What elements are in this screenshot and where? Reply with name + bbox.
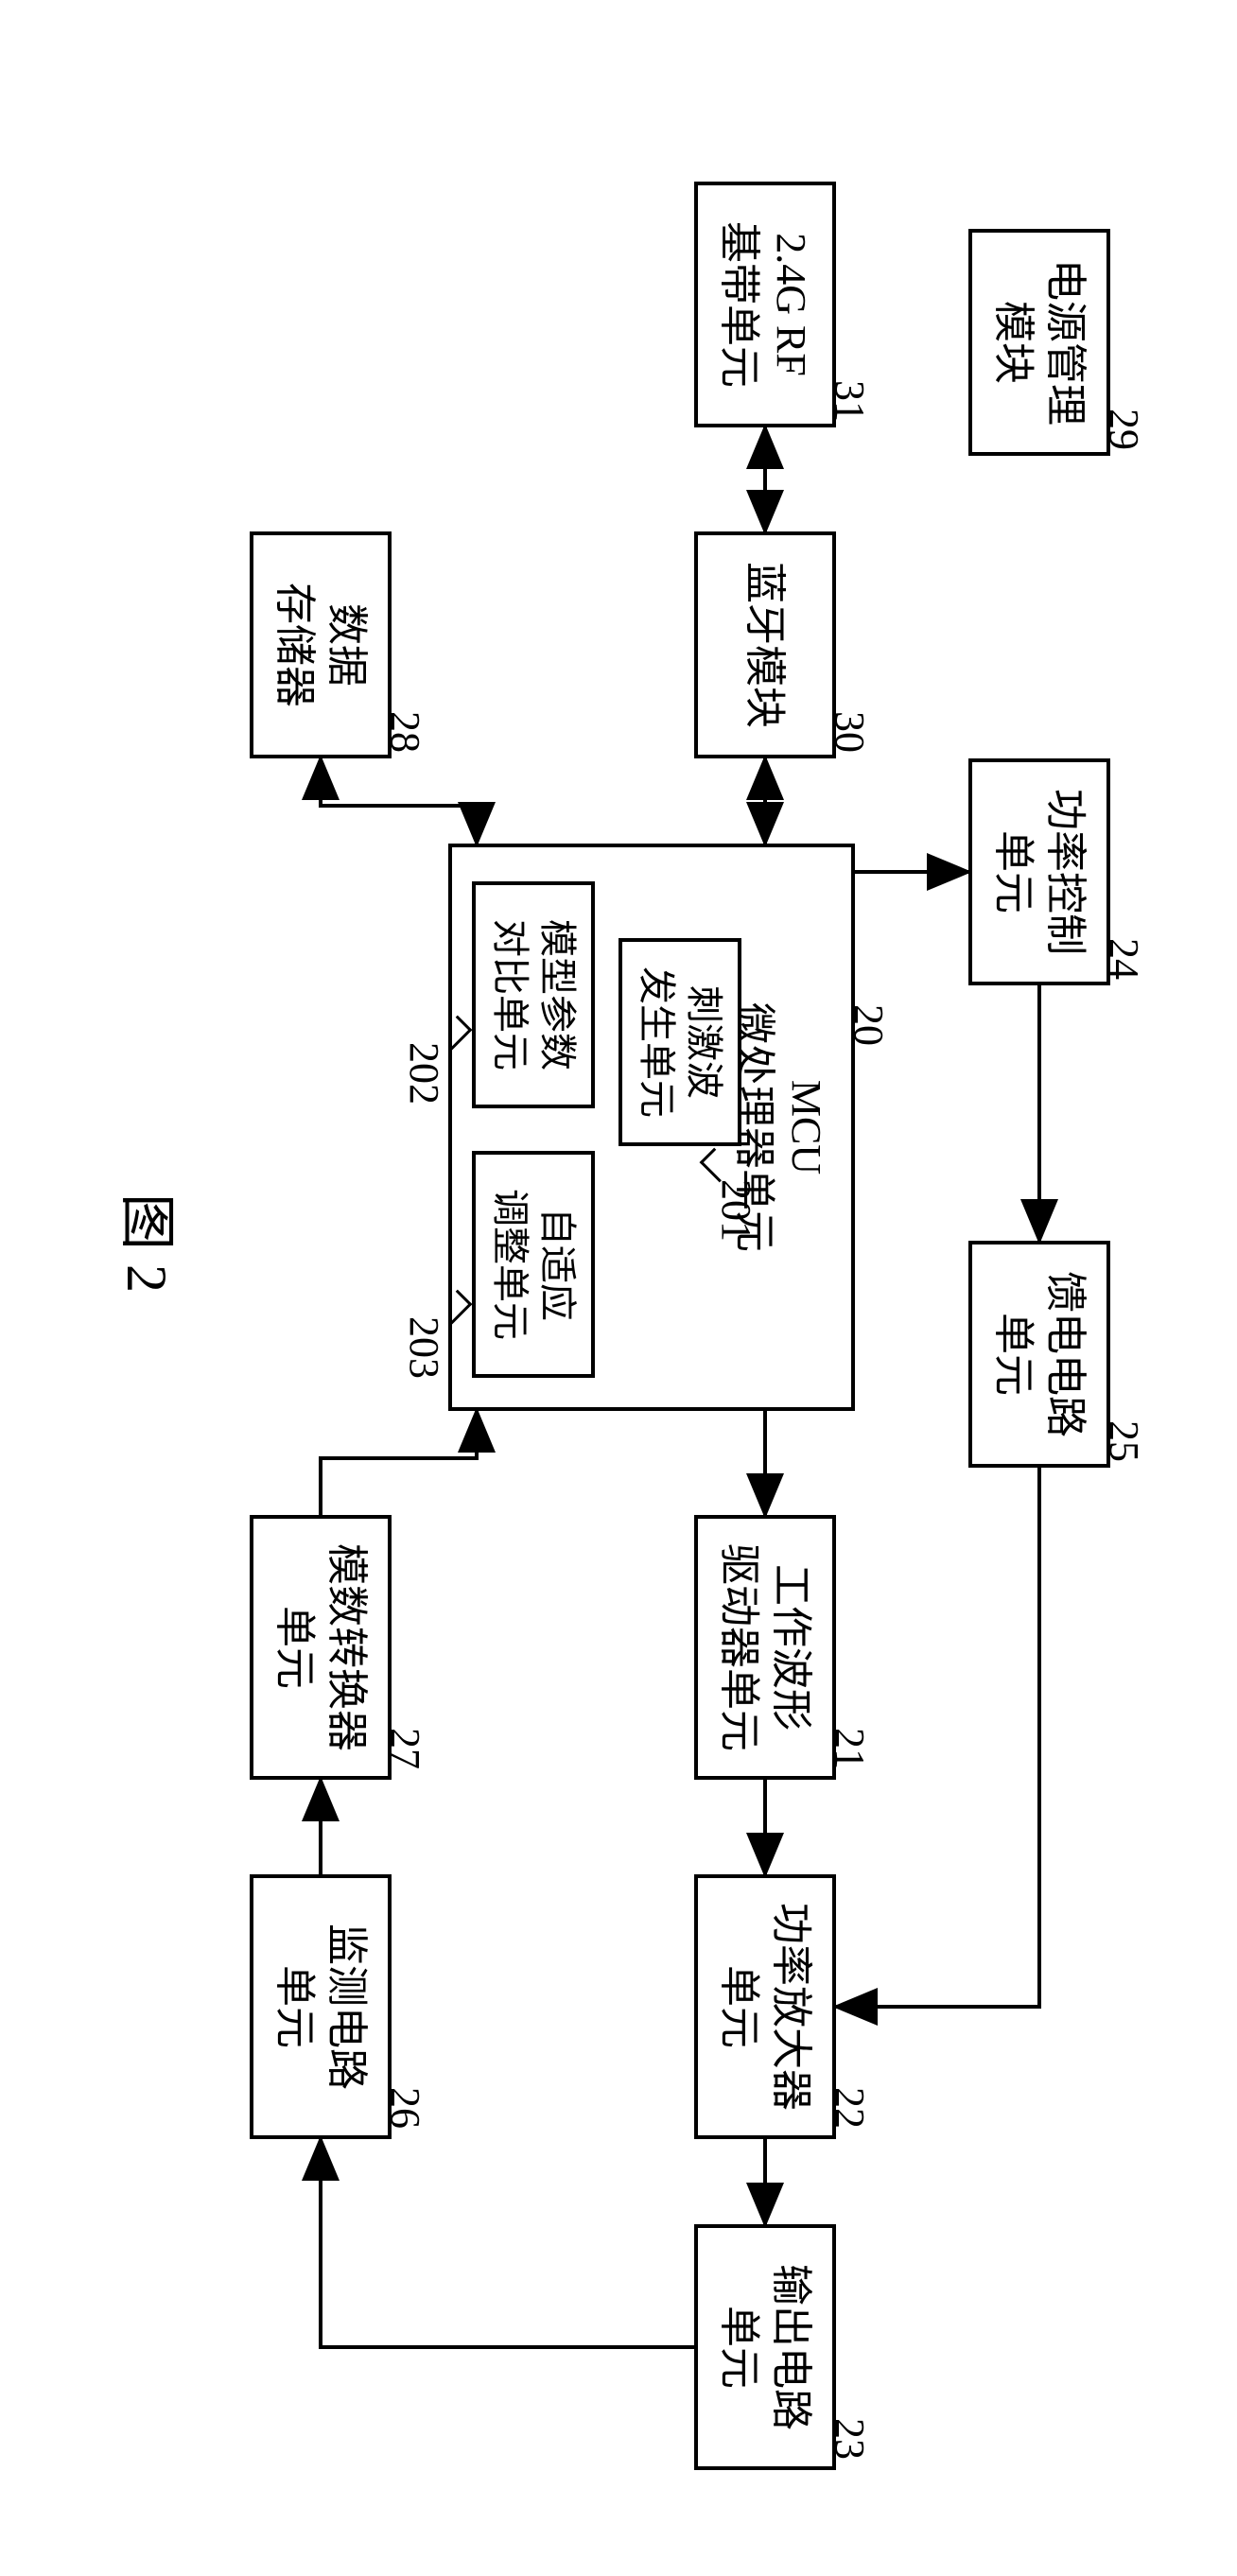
box-data-storage: 数据 存储器 — [250, 531, 392, 758]
box-stim-wave: 刺激波 发生单元 — [618, 938, 741, 1146]
num-31: 31 — [826, 380, 874, 422]
num-26: 26 — [381, 2087, 429, 2129]
num-27: 27 — [381, 1728, 429, 1769]
label: 电源管理 — [1039, 259, 1091, 426]
box-output-circuit: 输出电路 单元 — [694, 2224, 836, 2470]
label: 存储器 — [269, 583, 321, 707]
box-power-amp: 功率放大器 单元 — [694, 1874, 836, 2139]
label: 单元 — [713, 2306, 765, 2389]
label: 调整单元 — [486, 1189, 533, 1340]
label: 刺激波 — [680, 985, 727, 1099]
figure-label: 图 2 — [111, 1193, 193, 1293]
num-201: 201 — [712, 1179, 760, 1242]
label: 单元 — [269, 1606, 321, 1689]
num-28: 28 — [381, 711, 429, 753]
num-202: 202 — [400, 1042, 448, 1105]
label: 模数转换器 — [321, 1543, 373, 1751]
label: 单元 — [269, 1965, 321, 2048]
label: 基带单元 — [713, 221, 765, 388]
num-203: 203 — [400, 1316, 448, 1379]
box-waveform-driver: 工作波形 驱动器单元 — [694, 1515, 836, 1780]
block-diagram: 电源管理 模块 29 功率控制 单元 24 馈电电路 单元 25 2.4G RF… — [98, 153, 1139, 2423]
num-25: 25 — [1100, 1420, 1148, 1462]
label: 监测电路 — [321, 1923, 373, 2090]
label: 输出电路 — [765, 2264, 817, 2430]
label: 发生单元 — [633, 966, 680, 1118]
label: 2.4G RF — [765, 233, 817, 376]
label: 功率放大器 — [765, 1903, 817, 2111]
label: 单元 — [713, 1965, 765, 2048]
num-21: 21 — [826, 1728, 874, 1769]
box-rf-baseband: 2.4G RF 基带单元 — [694, 182, 836, 427]
label: 单元 — [987, 1313, 1039, 1396]
label: 对比单元 — [486, 919, 533, 1070]
label: 模块 — [987, 301, 1039, 384]
label: 工作波形 — [765, 1564, 817, 1731]
num-30: 30 — [826, 711, 874, 753]
num-22: 22 — [826, 2087, 874, 2129]
box-monitor-circuit: 监测电路 单元 — [250, 1874, 392, 2139]
label: 单元 — [987, 830, 1039, 914]
box-adc: 模数转换器 单元 — [250, 1515, 392, 1780]
label: 驱动器单元 — [713, 1543, 765, 1751]
box-bluetooth: 蓝牙模块 — [694, 531, 836, 758]
label: 模型参数 — [533, 919, 581, 1070]
label: 功率控制 — [1039, 789, 1091, 955]
box-adaptive-adjust: 自适应 调整单元 — [472, 1151, 595, 1378]
box-model-compare: 模型参数 对比单元 — [472, 881, 595, 1108]
label: 数据 — [321, 603, 373, 687]
box-power-ctrl: 功率控制 单元 — [968, 758, 1110, 985]
num-23: 23 — [826, 2418, 874, 2460]
label: 蓝牙模块 — [740, 562, 792, 728]
label: 馈电电路 — [1039, 1271, 1091, 1437]
label: MCU — [780, 1080, 832, 1175]
num-24: 24 — [1100, 938, 1148, 980]
label: 自适应 — [533, 1208, 581, 1321]
num-29: 29 — [1100, 409, 1148, 450]
box-power-mgmt: 电源管理 模块 — [968, 229, 1110, 456]
num-20: 20 — [845, 1004, 893, 1046]
box-feed-circuit: 馈电电路 单元 — [968, 1241, 1110, 1468]
